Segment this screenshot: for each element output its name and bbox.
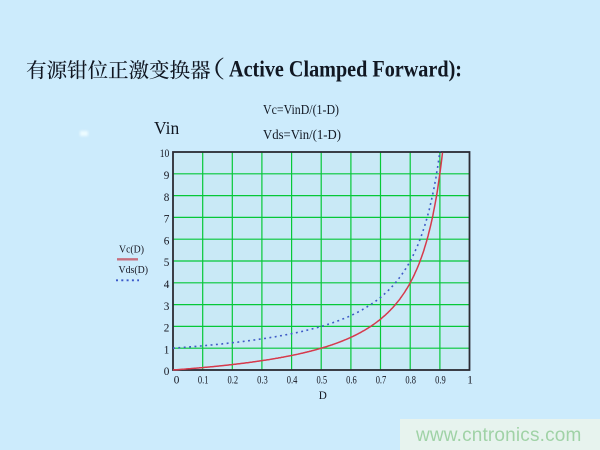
svg-text:0: 0 (164, 366, 170, 378)
svg-text:0.4: 0.4 (287, 374, 298, 386)
svg-text:Vc(D): Vc(D) (119, 244, 144, 256)
svg-text:3: 3 (164, 301, 170, 313)
svg-text:8: 8 (164, 192, 170, 204)
svg-text:0: 0 (174, 374, 180, 386)
svg-text:5: 5 (164, 257, 170, 269)
svg-text:1: 1 (467, 374, 473, 386)
svg-text:Vc=VinD/(1-D): Vc=VinD/(1-D) (263, 103, 339, 118)
svg-text:Vin: Vin (154, 118, 179, 138)
svg-text:0.2: 0.2 (228, 374, 239, 386)
svg-text:0.9: 0.9 (435, 374, 446, 386)
svg-text:0.8: 0.8 (405, 374, 416, 386)
svg-text:0.7: 0.7 (376, 374, 387, 386)
svg-text:0.3: 0.3 (257, 374, 268, 386)
svg-text:Active Clamped Forward):: Active Clamped Forward): (229, 57, 462, 82)
svg-text:Vds=Vin/(1-D): Vds=Vin/(1-D) (263, 128, 341, 143)
svg-text:0.5: 0.5 (317, 374, 328, 386)
svg-text:0.1: 0.1 (198, 374, 209, 386)
svg-text:6: 6 (164, 235, 170, 247)
svg-text:2: 2 (164, 323, 170, 335)
svg-text:1: 1 (164, 344, 170, 356)
svg-text:10: 10 (160, 148, 170, 160)
svg-text:7: 7 (164, 214, 170, 226)
svg-text:Vds(D): Vds(D) (119, 264, 149, 276)
svg-text:D: D (319, 390, 327, 402)
svg-text:0.6: 0.6 (346, 374, 357, 386)
svg-text:4: 4 (164, 279, 170, 291)
svg-text:9: 9 (164, 170, 170, 182)
